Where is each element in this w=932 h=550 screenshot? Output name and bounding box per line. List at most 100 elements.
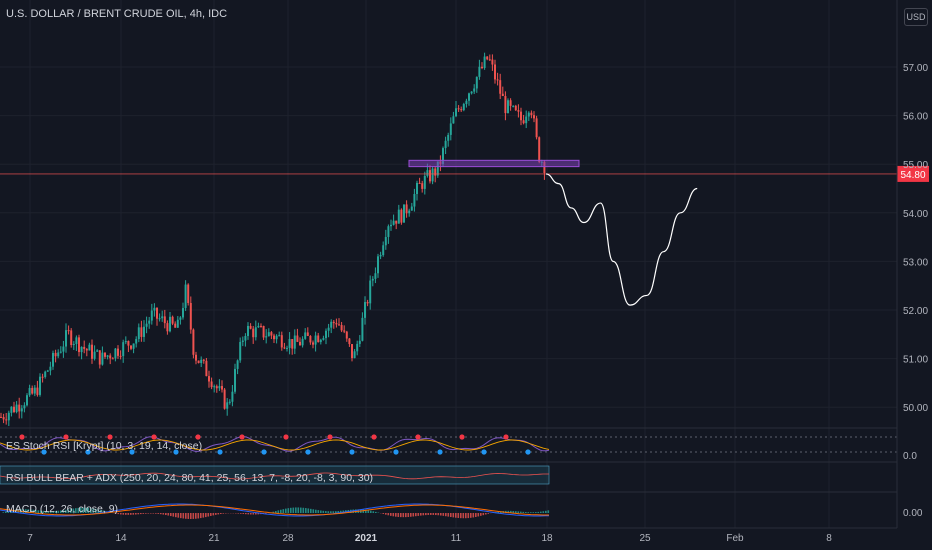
candle-body <box>31 387 34 394</box>
candle-body <box>403 204 405 223</box>
macd-histogram-bar <box>282 509 285 513</box>
candle-body <box>527 112 530 117</box>
macd-histogram-bar <box>160 513 162 515</box>
candle-body <box>423 175 426 189</box>
time-tick-label: 28 <box>282 533 294 544</box>
candle-body <box>343 330 346 332</box>
macd-histogram-bar <box>480 513 482 516</box>
rsi-bull-bear-label[interactable]: RSI BULL BEAR + ADX (250, 20, 24, 80, 41… <box>6 472 374 484</box>
last-price-label: 54.80 <box>900 170 925 181</box>
macd-histogram-bar <box>370 510 372 513</box>
candle-body <box>72 344 75 346</box>
macd-histogram-bar <box>440 513 442 516</box>
macd-histogram-bar <box>475 513 477 517</box>
candle-body <box>384 236 387 246</box>
macd-histogram-bar <box>2 512 5 513</box>
rsi-band <box>0 465 550 485</box>
candle-body <box>338 324 340 326</box>
candle-body <box>465 100 468 105</box>
candle-body <box>309 335 312 343</box>
macd-histogram-bar <box>200 513 202 519</box>
candle-body <box>176 319 179 328</box>
time-tick-label: 7 <box>27 533 33 544</box>
candle-body <box>361 317 364 341</box>
macd-histogram-bar <box>222 513 225 514</box>
candle-body <box>54 352 57 357</box>
macd-histogram-bar <box>530 512 532 513</box>
currency-button[interactable]: USD <box>904 8 928 26</box>
macd-histogram-bar <box>40 510 42 513</box>
macd-histogram-bar <box>140 513 142 515</box>
candle-body <box>106 355 109 357</box>
macd-histogram-bar <box>97 509 100 513</box>
candle-body <box>33 387 36 394</box>
macd-histogram-bar <box>455 513 457 518</box>
stoch-signal <box>0 439 550 451</box>
candle-body <box>304 332 307 339</box>
macd-histogram-bar <box>277 510 280 513</box>
macd-label[interactable]: MACD (12, 26, close, 9) <box>6 503 119 515</box>
candle-body <box>306 332 309 336</box>
macd-histogram-bar <box>7 510 10 513</box>
price-tick-label: 55.00 <box>903 160 928 171</box>
macd-histogram-bar <box>137 513 140 515</box>
macd-histogram-bar <box>390 513 392 516</box>
macd-histogram-bar <box>57 510 60 513</box>
macd-histogram-bar <box>537 511 540 513</box>
macd-histogram-bar <box>165 513 167 516</box>
candle-body <box>468 93 470 101</box>
candle-body <box>413 194 416 207</box>
macd-histogram-bar <box>187 513 190 519</box>
macd-histogram-bar <box>72 508 75 513</box>
macd-histogram-bar <box>172 513 175 517</box>
macd-histogram-bar <box>170 513 172 517</box>
candle-body <box>119 355 122 357</box>
macd-histogram-bar <box>527 512 530 513</box>
candle-body <box>358 340 361 344</box>
candle-body <box>379 255 382 257</box>
stoch-rsi-label[interactable]: ES Stoch RSI [Krypt] (10, 3, 19, 14, clo… <box>6 440 203 452</box>
macd-histogram-bar <box>442 513 445 516</box>
candle-body <box>429 170 431 182</box>
candle-body <box>488 59 491 61</box>
macd-histogram-bar <box>250 513 252 515</box>
macd-histogram-bar <box>192 513 195 519</box>
macd-histogram-bar <box>147 513 150 514</box>
macd-histogram-bar <box>80 507 82 513</box>
candle-body <box>447 134 450 141</box>
resistance-zone[interactable] <box>408 159 580 168</box>
projection-drawing[interactable] <box>545 173 698 306</box>
candle-body <box>148 320 151 324</box>
candle-body <box>455 108 457 117</box>
macd-histogram-bar <box>55 510 57 513</box>
candle-body <box>75 337 78 345</box>
stoch-buy-dot <box>173 449 179 455</box>
candle-body <box>70 330 73 345</box>
candle-body <box>327 327 330 331</box>
candle-body <box>273 335 275 340</box>
macd-histogram-bar <box>485 513 487 515</box>
last-price-line: 54.80 <box>0 165 929 182</box>
candle-body <box>517 110 520 112</box>
macd-histogram-bar <box>115 513 117 514</box>
macd-histogram-bar <box>432 513 435 515</box>
macd-histogram-bar <box>460 513 462 519</box>
macd-histogram-bar <box>290 507 292 513</box>
candle-body <box>473 88 476 92</box>
candle-body <box>426 170 429 176</box>
macd-pane <box>0 503 550 519</box>
macd-histogram-bar <box>247 513 250 515</box>
macd-histogram-bar <box>327 511 330 513</box>
macd-histogram-bar <box>452 513 455 518</box>
macd-histogram-bar <box>142 513 145 514</box>
candle-body <box>296 335 299 342</box>
candle-body <box>351 344 353 359</box>
macd-histogram-bar <box>302 507 305 513</box>
macd-histogram-bar <box>45 511 47 513</box>
macd-histogram-bar <box>427 513 430 515</box>
macd-histogram-bar <box>300 507 302 513</box>
candle-body <box>104 352 106 357</box>
candle-body <box>283 347 286 349</box>
candle-body <box>353 351 356 359</box>
